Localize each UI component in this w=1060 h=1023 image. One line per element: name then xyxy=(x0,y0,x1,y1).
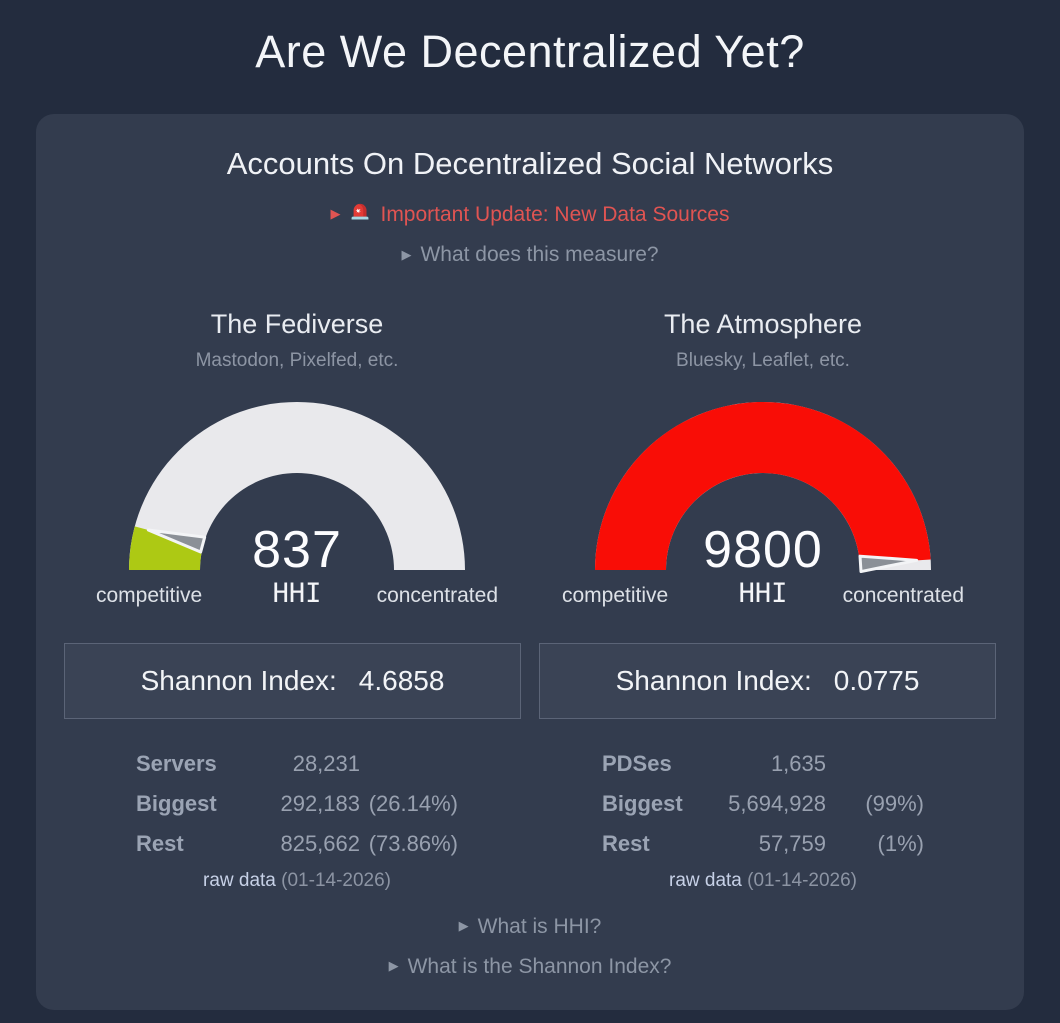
stat-value: 5,694,928 xyxy=(728,790,826,816)
what-is-hhi-toggle[interactable]: ▶ What is HHI? xyxy=(64,914,996,940)
concentrated-label: concentrated xyxy=(842,583,964,607)
stat-label: PDSes xyxy=(602,750,672,776)
fediverse-hhi-value: 837 xyxy=(252,520,342,579)
important-update-label: Important Update: New Data Sources xyxy=(380,202,730,226)
atmosphere-gauge-chart xyxy=(595,401,931,573)
stat-percent: (73.86%) xyxy=(368,830,458,856)
stat-percent: (1%) xyxy=(877,830,924,856)
stat-label: Servers xyxy=(136,750,217,776)
disclosure-triangle-icon: ▶ xyxy=(401,246,412,262)
shannon-index-row: Shannon Index: 4.6858 Shannon Index: 0.0… xyxy=(64,642,996,719)
concentrated-label: concentrated xyxy=(376,583,498,607)
stat-percent: (99%) xyxy=(865,790,924,816)
raw-data-link[interactable]: raw data xyxy=(203,869,276,891)
gauge-track-arc xyxy=(129,401,465,570)
atmosphere-hhi-value: 9800 xyxy=(703,520,823,579)
stat-value: 1,635 xyxy=(770,750,826,776)
atmosphere-shannon-box: Shannon Index: 0.0775 xyxy=(539,642,996,719)
fediverse-subtitle: Mastodon, Pixelfed, etc. xyxy=(195,349,399,371)
what-is-shannon-toggle[interactable]: ▶ What is the Shannon Index? xyxy=(64,954,996,980)
gauge-needle-icon xyxy=(858,554,919,573)
fediverse-title: The Fediverse xyxy=(210,308,384,339)
stat-label: Biggest xyxy=(602,790,683,816)
stat-value: 292,183 xyxy=(280,790,360,816)
data-date: (01-14-2026) xyxy=(747,869,857,891)
gauge-columns: The Fediverse Mastodon, Pixelfed, etc. 8… xyxy=(64,309,996,609)
stat-value: 825,662 xyxy=(280,830,360,856)
card-title: Accounts On Decentralized Social Network… xyxy=(226,146,834,181)
atmosphere-gauge-labels: competitive HHI concentrated xyxy=(562,578,964,609)
what-is-hhi-label: What is HHI? xyxy=(477,914,602,938)
raw-data-link[interactable]: raw data xyxy=(669,869,742,891)
footer-toggles: ▶ What is HHI? ▶ What is the Shannon Ind… xyxy=(64,914,996,981)
what-is-shannon-label: What is the Shannon Index? xyxy=(407,954,672,978)
stat-percent: (26.14%) xyxy=(368,790,458,816)
atmosphere-gauge: 9800 xyxy=(593,398,933,579)
disclosure-triangle-icon: ▶ xyxy=(458,918,469,934)
main-card: Accounts On Decentralized Social Network… xyxy=(36,114,1024,1010)
atmosphere-raw-data-line: raw data (01-14-2026) xyxy=(530,870,996,892)
gauge-value-arc xyxy=(129,525,204,570)
fediverse-stats-table: Servers 28,231 Biggest 292,183 (26.14%) … xyxy=(136,751,458,857)
important-update-toggle[interactable]: ▶ Important Update: New Data Sources xyxy=(64,200,996,229)
fediverse-gauge: 837 xyxy=(127,398,467,579)
competitive-label: competitive xyxy=(96,583,203,607)
stat-value: 28,231 xyxy=(292,750,360,776)
atmosphere-stats: PDSes 1,635 Biggest 5,694,928 (99%) Rest… xyxy=(530,751,996,892)
stat-label: Biggest xyxy=(136,790,217,816)
atmosphere-stats-table: PDSes 1,635 Biggest 5,694,928 (99%) Rest… xyxy=(602,751,924,857)
fediverse-stats: Servers 28,231 Biggest 292,183 (26.14%) … xyxy=(64,751,530,892)
page-title: Are We Decentralized Yet? xyxy=(255,26,805,77)
fediverse-shannon-box: Shannon Index: 4.6858 xyxy=(64,642,521,719)
gauge-value-arc xyxy=(595,401,931,570)
what-does-this-measure-toggle[interactable]: ▶ What does this measure? xyxy=(64,242,996,268)
siren-icon xyxy=(349,201,371,230)
atmosphere-shannon-value: 0.0775 xyxy=(833,664,920,696)
stat-label: Rest xyxy=(136,830,184,856)
stat-label: Rest xyxy=(602,830,650,856)
fediverse-shannon-value: 4.6858 xyxy=(358,664,445,696)
hhi-unit-label: HHI xyxy=(272,577,322,609)
data-date: (01-14-2026) xyxy=(281,869,391,891)
fediverse-column: The Fediverse Mastodon, Pixelfed, etc. 8… xyxy=(64,309,530,609)
hhi-unit-label: HHI xyxy=(738,577,788,609)
fediverse-raw-data-line: raw data (01-14-2026) xyxy=(64,870,530,892)
stats-row: Servers 28,231 Biggest 292,183 (26.14%) … xyxy=(64,751,996,892)
atmosphere-subtitle: Bluesky, Leaflet, etc. xyxy=(676,349,850,371)
atmosphere-column: The Atmosphere Bluesky, Leaflet, etc. 98… xyxy=(530,309,996,609)
disclosure-triangle-icon: ▶ xyxy=(388,958,399,974)
disclosure-triangle-icon: ▶ xyxy=(330,206,341,222)
fediverse-gauge-labels: competitive HHI concentrated xyxy=(96,578,498,609)
stat-value: 57,759 xyxy=(758,830,826,856)
gauge-needle-icon xyxy=(146,527,207,554)
shannon-index-label: Shannon Index: xyxy=(615,664,812,696)
what-does-this-measure-label: What does this measure? xyxy=(420,243,659,267)
competitive-label: competitive xyxy=(562,583,669,607)
atmosphere-title: The Atmosphere xyxy=(663,308,863,339)
shannon-index-label: Shannon Index: xyxy=(140,664,337,696)
fediverse-gauge-chart xyxy=(129,401,465,570)
